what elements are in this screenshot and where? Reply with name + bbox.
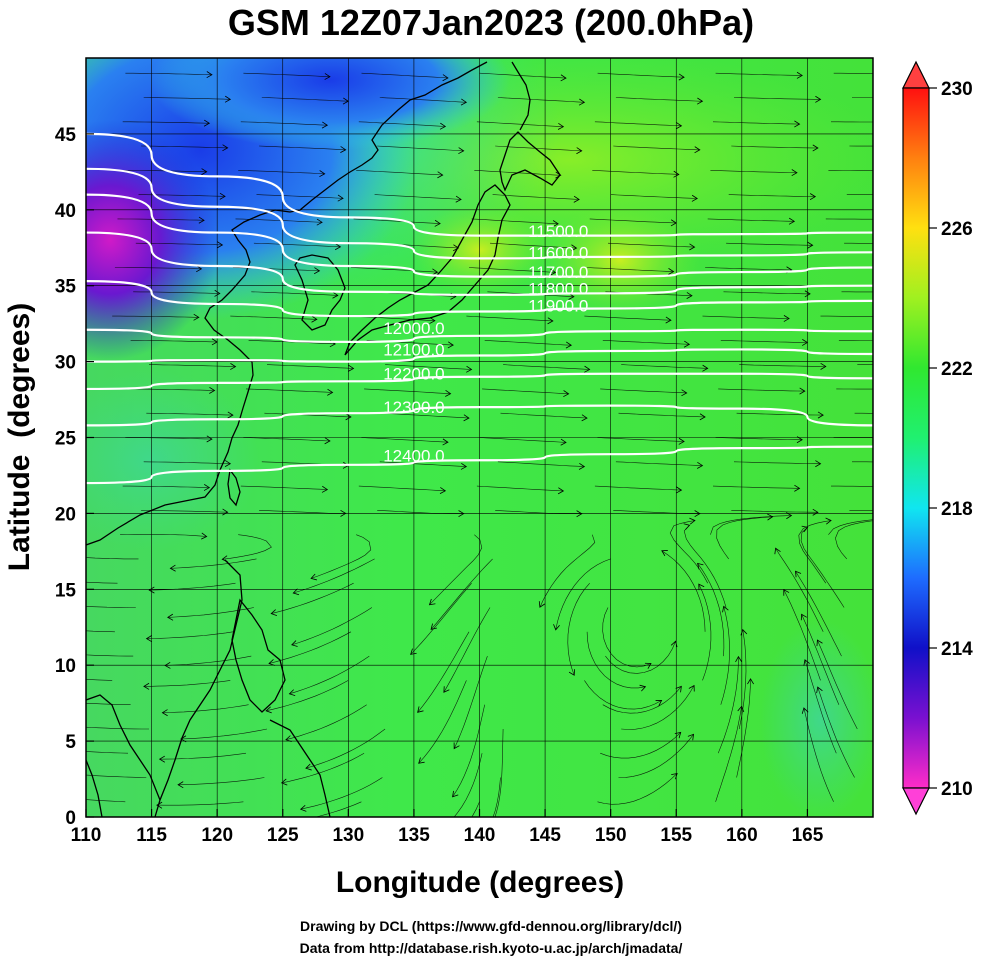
- y-axis-label: Latitude (degrees): [3, 302, 36, 572]
- x-tick-label: 120: [201, 825, 233, 846]
- colorbar: 230 226 222 218 214 210: [902, 60, 973, 816]
- y-tick-label: 5: [65, 732, 76, 753]
- x-tick-label: 110: [71, 825, 102, 846]
- height-contour-line: [85, 328, 874, 343]
- contour-label: 12000.0: [383, 319, 444, 338]
- contour-label: 11900.0: [528, 296, 588, 315]
- y-tick-label: 35: [55, 277, 77, 298]
- height-contour-line: [85, 231, 874, 296]
- x-tick-label: 155: [660, 825, 692, 846]
- colorbar-bottom-arrow: [902, 787, 930, 816]
- height-contour-line: [85, 167, 874, 260]
- height-contour-line: [85, 404, 874, 427]
- colorbar-tick-label: 210: [941, 779, 973, 800]
- x-axis-ticks: 110 115 120 125 130 135 140 145 150 155 160 165: [71, 809, 824, 846]
- x-tick-label: 115: [136, 825, 167, 846]
- colorbar-tick-label: 214: [941, 639, 973, 660]
- colorbar-bar: [902, 87, 930, 789]
- credit-drawing: Drawing by DCL (https://www.gfd-dennou.o…: [300, 918, 682, 934]
- height-contour-line: [85, 280, 874, 318]
- colorbar-top-arrow: [902, 60, 930, 89]
- x-tick-label: 150: [595, 825, 627, 846]
- coastline: [86, 61, 561, 817]
- x-tick-label: 125: [267, 825, 299, 846]
- y-tick-label: 25: [55, 429, 77, 450]
- contour-label: 12400.0: [383, 447, 444, 466]
- y-tick-label: 45: [55, 125, 77, 146]
- contour-label: 11500.0: [528, 222, 588, 241]
- contour-label: 11700.0: [528, 263, 588, 282]
- x-tick-label: 160: [726, 825, 758, 846]
- contour-label: 12200.0: [383, 365, 444, 384]
- x-tick-label: 145: [529, 825, 561, 846]
- height-contour-line: [85, 445, 874, 485]
- colorbar-tick-label: 218: [941, 499, 973, 520]
- y-tick-label: 30: [55, 353, 76, 374]
- contour-label: 11800.0: [528, 280, 588, 299]
- graticule: [86, 58, 873, 817]
- colorbar-tick-label: 230: [941, 79, 973, 100]
- colorbar-tick-label: 222: [941, 359, 973, 380]
- height-contour-line: [85, 193, 874, 278]
- x-tick-label: 135: [398, 825, 430, 846]
- y-tick-label: 15: [55, 580, 77, 601]
- height-contour-line: [85, 348, 874, 363]
- y-tick-label: 40: [55, 201, 76, 222]
- contour-label: 12100.0: [383, 340, 444, 359]
- height-contour-line: [85, 132, 874, 237]
- wind-streamlines: [86, 71, 873, 817]
- y-axis-ticks: 0 5 10 15 20 25 30 35 40 45: [55, 125, 94, 829]
- colorbar-tick-label: 226: [941, 219, 973, 240]
- y-tick-label: 20: [55, 504, 76, 525]
- chart-title: GSM 12Z07Jan2023 (200.0hPa): [227, 2, 755, 43]
- contour-label: 11600.0: [528, 243, 588, 262]
- credit-data: Data from http://database.rish.kyoto-u.a…: [299, 940, 683, 956]
- x-tick-label: 140: [464, 825, 496, 846]
- height-contour-line: [85, 372, 874, 391]
- x-tick-label: 165: [792, 825, 824, 846]
- x-tick-label: 130: [332, 825, 364, 846]
- contour-label: 12300.0: [383, 398, 444, 417]
- y-tick-label: 10: [55, 656, 76, 677]
- y-tick-label: 0: [65, 808, 76, 829]
- x-axis-label: Longitude (degrees): [335, 866, 625, 899]
